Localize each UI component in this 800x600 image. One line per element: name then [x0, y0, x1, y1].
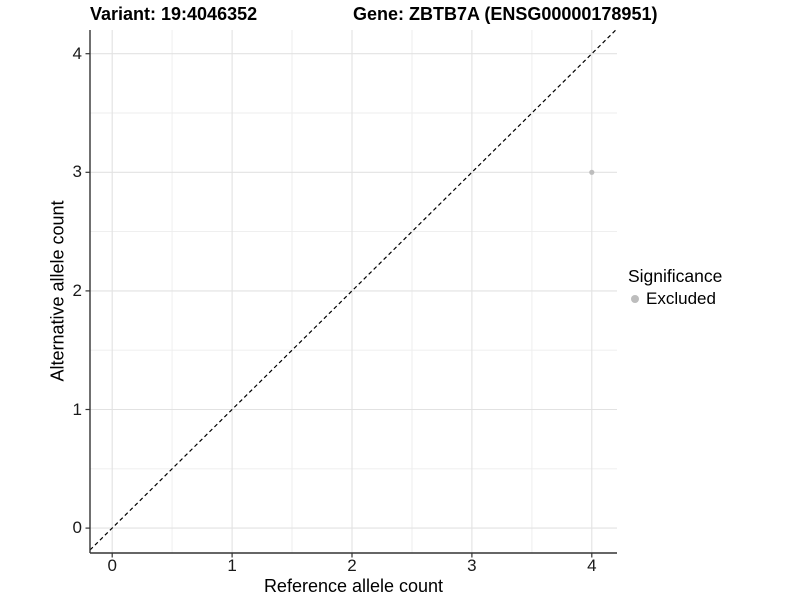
legend-item: Excluded — [631, 289, 722, 308]
legend-title: Significance — [628, 266, 723, 286]
x-tick-label: 4 — [587, 556, 597, 575]
x-tick-label: 0 — [107, 556, 117, 575]
legend-key-dot — [631, 294, 639, 303]
identity-line — [89, 29, 617, 551]
x-tick-label: 1 — [227, 556, 237, 575]
y-tick-label: 0 — [72, 518, 82, 538]
x-tick-label: 2 — [347, 556, 357, 575]
y-tick-label: 2 — [72, 280, 82, 300]
x-tick-label: 3 — [467, 556, 477, 575]
plot-title-gene: Gene: ZBTB7A (ENSG00000178951) — [353, 4, 658, 24]
legend-item-label: Excluded — [646, 289, 716, 308]
y-tick-label: 1 — [72, 399, 82, 419]
legend-items: Excluded — [628, 289, 722, 308]
legend: Significance Excluded — [628, 266, 722, 308]
x-axis-title: Reference allele count — [263, 576, 444, 596]
plot-title-variant: Variant: 19:4046352 — [90, 4, 258, 24]
y-tick-label: 3 — [72, 162, 82, 182]
data-point — [589, 169, 595, 175]
y-tick-label: 4 — [72, 43, 82, 63]
